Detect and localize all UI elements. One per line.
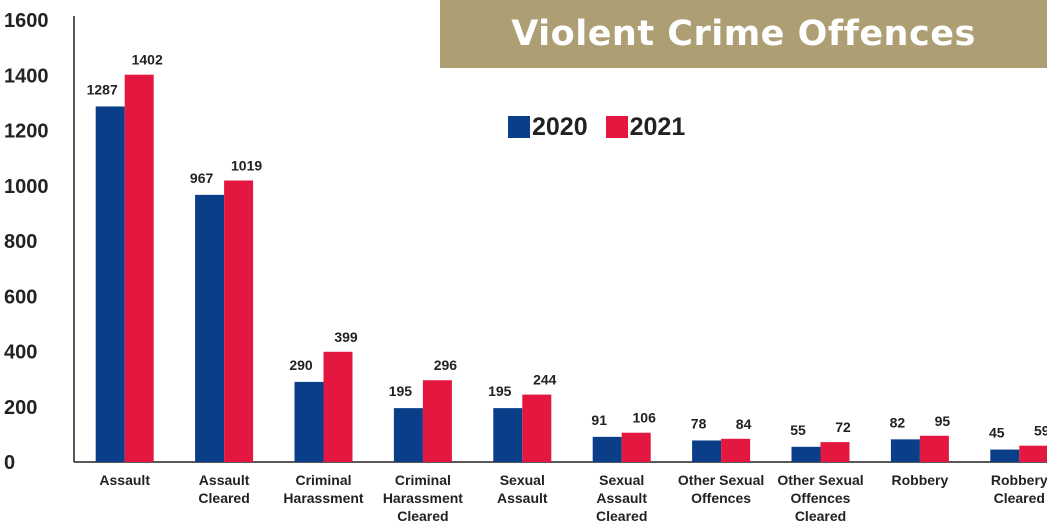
bar-2020 (195, 194, 225, 462)
data-label-2021: 84 (736, 416, 752, 432)
x-tick-label: Harassment (383, 490, 463, 506)
x-tick-label: Criminal (395, 472, 451, 488)
legend-swatch-2021 (605, 116, 628, 138)
bar-2020 (95, 106, 125, 462)
y-tick-label: 0 (4, 452, 15, 474)
x-tick-label: Cleared (397, 508, 448, 524)
x-tick-label: Offences (691, 490, 751, 506)
y-tick-label: 1600 (4, 10, 49, 32)
bar-2020 (393, 408, 423, 462)
bar-2021 (422, 380, 452, 462)
x-tick-label: Cleared (198, 490, 249, 506)
legend-item-2021: 2021 (605, 112, 686, 142)
x-tick-label: Other Sexual (678, 472, 764, 488)
data-label-2021: 95 (935, 413, 951, 429)
y-tick-label: 1400 (4, 65, 49, 87)
x-tick-label: Harassment (283, 490, 363, 506)
bar-2021 (621, 432, 651, 462)
legend-label-2021: 2021 (629, 112, 686, 141)
x-tick-label: Sexual (500, 472, 545, 488)
x-tick-label: Cleared (596, 508, 647, 524)
x-tick-label: Assault (99, 472, 150, 488)
data-label-2021: 72 (835, 419, 851, 435)
y-tick-label: 200 (4, 397, 37, 419)
data-label-2020: 290 (289, 357, 313, 373)
data-label-2021: 1402 (132, 52, 163, 68)
y-tick-label: 600 (4, 286, 37, 308)
x-tick-label: Offences (791, 490, 851, 506)
data-label-2020: 195 (488, 383, 512, 399)
data-label-2021: 399 (334, 329, 358, 345)
title-banner: Violent Crime Offences (440, 0, 1047, 68)
bar-2020 (990, 449, 1020, 462)
data-label-2021: 106 (633, 410, 657, 426)
legend-label-2020: 2020 (532, 112, 588, 141)
x-tick-label: Cleared (994, 490, 1045, 506)
legend-item-2020: 2020 (508, 113, 588, 142)
data-label-2020: 1287 (87, 81, 118, 97)
data-label-2020: 55 (790, 422, 806, 438)
bar-2021 (224, 180, 254, 462)
x-tick-label: Cleared (795, 508, 846, 524)
bar-2021 (522, 394, 552, 462)
data-label-2020: 45 (989, 425, 1005, 441)
x-tick-label: Assault (199, 472, 250, 488)
x-tick-label: Robbery (991, 472, 1047, 488)
bar-2020 (294, 381, 324, 462)
x-tick-label: Criminal (295, 472, 351, 488)
bar-2020 (890, 439, 920, 462)
x-tick-label: Robbery (892, 472, 949, 488)
bar-2021 (721, 438, 751, 462)
y-tick-label: 400 (4, 342, 37, 364)
bar-2021 (820, 442, 850, 462)
y-tick-label: 1200 (4, 121, 49, 143)
bar-2021 (919, 435, 949, 462)
bar-2020 (692, 440, 722, 462)
data-label-2020: 195 (389, 383, 413, 399)
data-label-2020: 91 (591, 412, 607, 428)
x-tick-label: Other Sexual (777, 472, 863, 488)
data-label-2020: 82 (890, 414, 906, 430)
data-label-2021: 244 (533, 372, 557, 388)
data-label-2021: 1019 (231, 158, 262, 174)
bar-2021 (323, 351, 353, 462)
bar-2020 (493, 408, 523, 462)
bar-2020 (791, 446, 821, 462)
y-tick-label: 1000 (4, 176, 49, 198)
bar-2021 (1019, 445, 1047, 462)
data-label-2021: 296 (434, 357, 458, 373)
y-tick-label: 800 (4, 231, 37, 253)
x-tick-label: Assault (596, 490, 647, 506)
data-label-2020: 78 (691, 415, 707, 431)
x-tick-label: Assault (497, 490, 548, 506)
chart-title: Violent Crime Offences (511, 14, 976, 54)
data-label-2020: 967 (190, 170, 214, 186)
legend: 2020 2021 (508, 112, 695, 142)
x-tick-label: Sexual (599, 472, 644, 488)
bar-2020 (592, 436, 622, 462)
legend-swatch-2020 (508, 116, 530, 138)
bar-2021 (124, 74, 154, 462)
data-label-2021: 59 (1034, 423, 1047, 439)
